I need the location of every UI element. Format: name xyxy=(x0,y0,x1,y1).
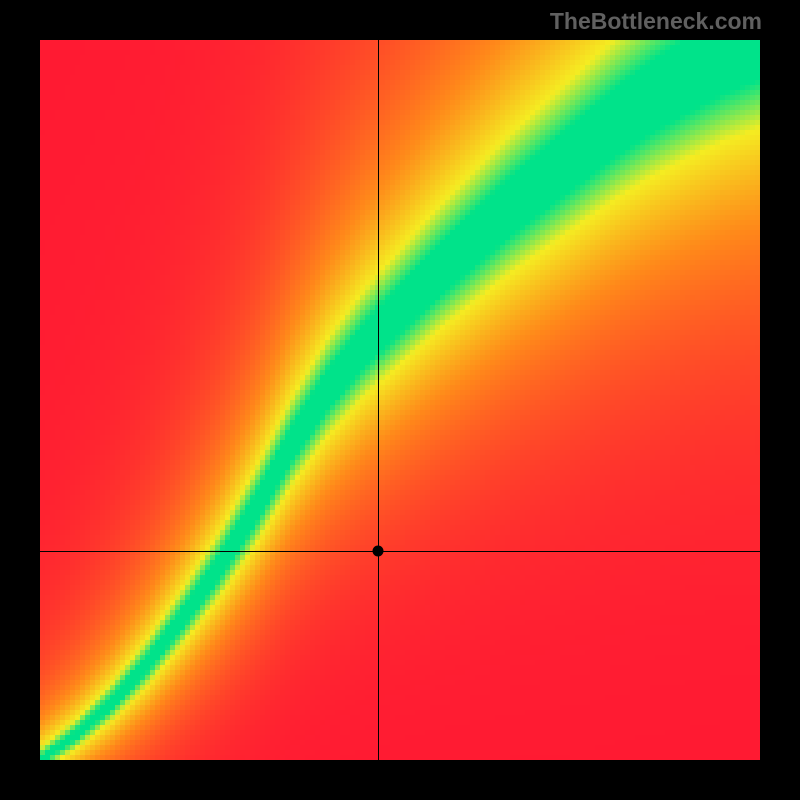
chart-container: TheBottleneck.com xyxy=(0,0,800,800)
data-point-marker xyxy=(378,551,678,701)
watermark-text: TheBottleneck.com xyxy=(550,8,762,35)
